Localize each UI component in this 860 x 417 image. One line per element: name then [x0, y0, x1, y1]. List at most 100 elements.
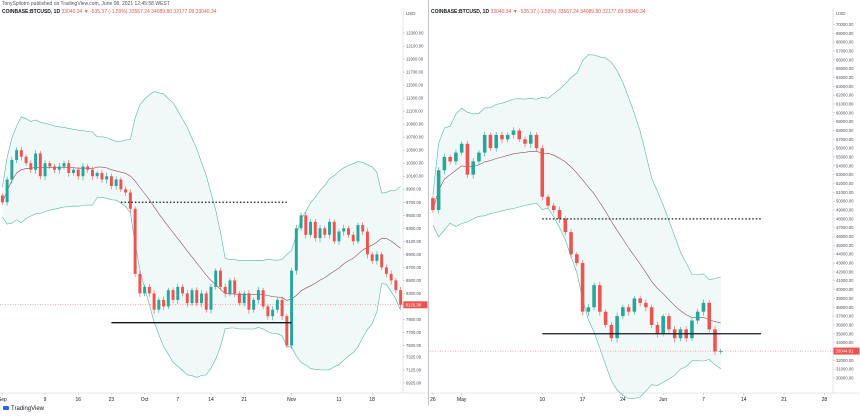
left-candle-body: [114, 179, 118, 186]
left-candle: [361, 222, 365, 235]
left-candle-body: [72, 169, 75, 173]
left-candle-body: [375, 254, 379, 261]
right-candle-body: [638, 298, 642, 303]
left-candle: [228, 277, 232, 297]
left-candle: [138, 270, 142, 298]
right-candle: [701, 299, 706, 316]
left-candle: [200, 289, 203, 308]
right-candle: [632, 296, 637, 315]
right-candle-body: [477, 152, 481, 162]
left-candle: [195, 287, 199, 307]
right-candle-body: [644, 302, 648, 308]
left-candle: [389, 270, 393, 285]
right-y-tick-label: 60000.00: [836, 110, 854, 115]
left-candle-body: [128, 192, 132, 209]
right-x-tick-label: 24: [620, 397, 626, 403]
left-bollinger-upper: [2, 91, 401, 261]
left-candle-body: [261, 290, 265, 307]
left-last-price-label: 8125.38: [406, 302, 422, 307]
right-x-tick-label: Jun: [659, 397, 667, 403]
left-candle: [209, 283, 213, 314]
right-y-tick-label: 36000.00: [836, 322, 854, 327]
right-candle: [644, 299, 648, 312]
right-candle-body: [454, 152, 458, 162]
left-bollinger-band-fill: [2, 91, 401, 378]
left-candle-body: [19, 150, 23, 157]
left-candle: [351, 231, 355, 246]
left-candle: [133, 206, 137, 277]
left-candle: [266, 303, 270, 320]
right-y-tick-label: 70000.00: [836, 22, 854, 27]
left-candle-body: [347, 228, 350, 235]
left-candle-body: [233, 280, 237, 294]
left-y-tick-label: 11900.00: [406, 57, 424, 62]
right-y-tick-label: 34000.00: [836, 340, 854, 345]
right-y-tick-label: 66000.00: [836, 57, 854, 62]
left-candle-body: [62, 163, 66, 167]
left-candle-body: [399, 290, 403, 305]
left-candle: [242, 290, 246, 307]
left-x-tick-label: 18: [369, 397, 375, 403]
right-candle-body: [718, 351, 723, 352]
right-y-tick-label: 47000.00: [836, 225, 854, 230]
right-candle: [707, 300, 712, 333]
left-y-tick-label: 10700.00: [406, 135, 424, 140]
right-candle-body: [505, 134, 510, 140]
left-candle: [67, 160, 71, 177]
left-candle-body: [34, 153, 38, 170]
left-candle-body: [133, 208, 137, 274]
left-candle-body: [143, 286, 147, 294]
left-candle: [62, 160, 66, 170]
left-candle-body: [318, 228, 322, 239]
left-candle: [81, 163, 85, 181]
left-candle: [252, 297, 256, 313]
right-candle: [494, 132, 498, 152]
left-y-tick-label: 11500.00: [406, 83, 424, 88]
right-x-tick-label: 28: [822, 397, 828, 403]
right-candle: [713, 326, 717, 356]
left-y-tick-label: 7500.00: [406, 343, 422, 348]
left-candle-body: [294, 228, 298, 271]
right-candle-body: [551, 205, 556, 211]
right-y-tick-label: 45000.00: [836, 243, 854, 248]
right-y-tick-label: 35000.00: [836, 331, 854, 336]
left-candle: [190, 287, 194, 306]
right-candle-body: [436, 170, 441, 211]
left-candle: [86, 163, 90, 173]
right-candle: [718, 348, 723, 355]
left-candle-body: [53, 166, 56, 170]
right-candle: [626, 304, 631, 316]
right-last-price-label: 33044.61: [836, 349, 855, 354]
left-candle-body: [223, 286, 227, 294]
right-currency-label: USD: [836, 11, 846, 16]
left-candle-body: [285, 316, 289, 346]
left-candle: [223, 283, 227, 298]
left-candle: [370, 251, 374, 264]
left-candle: [5, 176, 9, 206]
right-y-tick-label: 62000.00: [836, 93, 854, 98]
left-candle-body: [290, 270, 294, 346]
right-candle-body: [500, 134, 504, 140]
left-y-tick-label: 6925.00: [406, 380, 422, 385]
right-candle: [551, 202, 556, 214]
right-candle-body: [632, 298, 637, 312]
left-x-tick-label: 16: [75, 397, 81, 403]
left-y-tick-label: 8300.00: [406, 291, 422, 296]
left-candle-body: [5, 179, 9, 203]
right-y-tick-label: 68000.00: [836, 40, 854, 45]
left-candle-body: [218, 270, 222, 287]
right-candle-body: [586, 307, 591, 312]
left-x-tick-label: 7: [176, 397, 179, 403]
right-y-tick-label: 61000.00: [836, 101, 854, 106]
right-x-tick-label: 26: [430, 397, 436, 403]
right-candle: [528, 131, 533, 148]
left-candle-body: [43, 163, 47, 177]
right-candle: [695, 308, 700, 324]
left-candle: [356, 222, 360, 245]
left-x-tick-label: 23: [109, 397, 115, 403]
right-candle: [448, 154, 452, 165]
right-candle: [615, 312, 619, 343]
left-y-tick-label: 10900.00: [406, 122, 424, 127]
right-y-tick-label: 51000.00: [836, 190, 854, 195]
right-candle: [690, 318, 694, 341]
